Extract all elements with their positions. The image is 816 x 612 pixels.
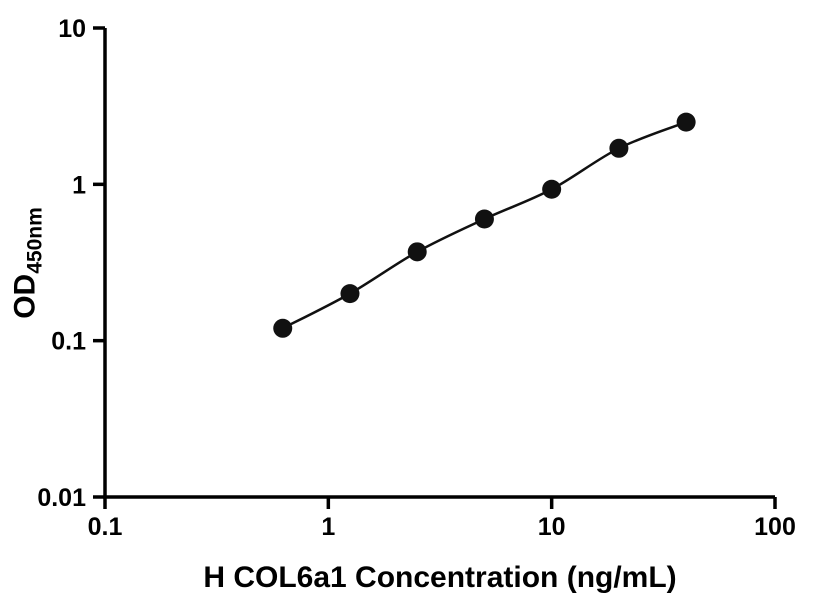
data-point — [676, 112, 696, 132]
x-tick-label: 1 — [321, 513, 335, 541]
axis-spines — [103, 28, 775, 499]
data-point — [407, 242, 427, 262]
x-tick-label: 10 — [538, 513, 566, 541]
data-point — [474, 209, 494, 229]
data-point — [542, 179, 562, 199]
x-tick-label: 0.1 — [88, 513, 123, 541]
data-point — [273, 318, 293, 338]
y-tick-label: 1 — [72, 171, 86, 199]
x-tick-label: 100 — [754, 513, 796, 541]
y-tick-label: 10 — [58, 15, 86, 43]
y-axis-label-subscript: 450nm — [23, 207, 47, 274]
y-axis-label-main: OD — [8, 273, 42, 319]
y-tick-label: 0.01 — [37, 484, 86, 512]
y-axis-label: OD450nm — [8, 207, 47, 319]
x-axis-label: H COL6a1 Concentration (ng/mL) — [203, 561, 677, 594]
data-point — [340, 284, 360, 304]
y-tick-label: 0.1 — [51, 328, 86, 356]
data-point — [609, 138, 629, 158]
